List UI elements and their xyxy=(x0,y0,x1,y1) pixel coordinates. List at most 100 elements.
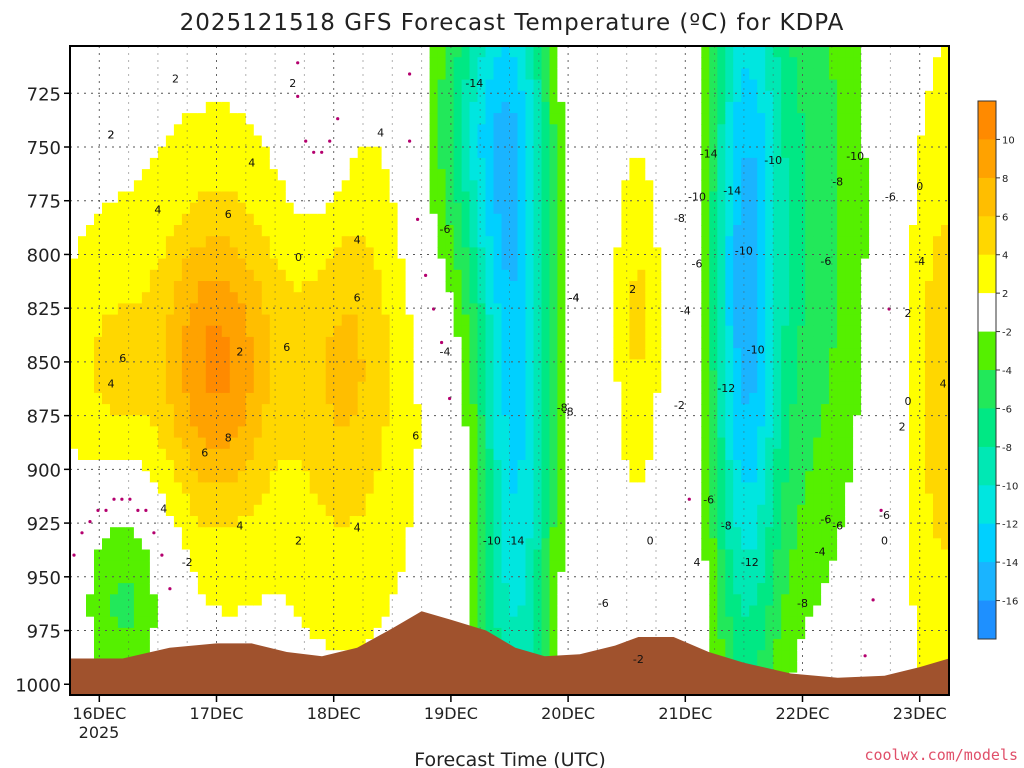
temp-cell xyxy=(581,191,590,204)
temp-cell xyxy=(157,57,167,69)
temp-cell xyxy=(397,336,407,349)
temp-cell xyxy=(301,493,311,506)
temp-cell xyxy=(133,404,143,416)
temp-cell xyxy=(405,191,415,204)
temp-cell xyxy=(349,213,359,226)
temp-cell xyxy=(317,594,327,607)
temp-cell xyxy=(149,426,159,439)
temp-cell xyxy=(677,336,686,349)
temp-cell xyxy=(221,527,231,539)
temp-cell xyxy=(573,605,582,618)
temp-cell xyxy=(709,247,718,260)
temp-cell xyxy=(685,225,694,237)
temp-cell xyxy=(469,404,479,416)
temp-cell xyxy=(110,292,119,304)
temp-cell xyxy=(501,135,511,148)
temp-cell xyxy=(565,46,574,58)
temp-cell xyxy=(677,516,686,528)
temp-cell xyxy=(309,471,319,483)
temp-cell xyxy=(181,113,191,125)
temp-cell xyxy=(573,57,582,69)
temp-cell xyxy=(309,493,319,506)
temp-cell xyxy=(581,90,590,103)
temp-cell xyxy=(605,146,614,159)
temp-cell xyxy=(173,68,183,81)
temp-cell xyxy=(629,57,638,69)
temp-cell xyxy=(165,57,175,69)
temp-cell xyxy=(701,236,710,248)
temp-cell xyxy=(381,79,391,92)
temp-cell xyxy=(557,269,566,282)
temp-cell xyxy=(501,68,511,81)
temp-cell xyxy=(94,180,103,193)
temp-cell xyxy=(133,281,143,293)
temp-cell xyxy=(221,202,231,215)
temp-cell xyxy=(253,516,263,528)
temp-cell xyxy=(485,348,495,360)
temp-cell xyxy=(149,482,159,495)
temp-cell xyxy=(117,639,127,651)
temp-cell xyxy=(709,101,718,114)
temp-cell xyxy=(461,180,471,193)
temp-cell xyxy=(317,482,327,495)
temp-cell xyxy=(733,627,742,640)
temp-cell xyxy=(653,336,662,349)
temp-cell xyxy=(517,594,527,607)
temp-cell xyxy=(357,79,367,92)
temp-cell xyxy=(325,336,335,349)
temp-cell xyxy=(469,381,479,394)
temp-cell xyxy=(125,404,135,416)
temp-cell xyxy=(749,236,758,248)
temp-cell xyxy=(725,101,734,114)
temp-cell xyxy=(701,79,710,92)
temp-cell xyxy=(205,124,215,137)
temp-cell xyxy=(701,594,710,607)
temp-cell xyxy=(221,292,231,304)
temp-cell xyxy=(381,314,391,327)
temp-cell xyxy=(86,527,95,539)
temp-cell xyxy=(229,292,239,304)
temp-cell xyxy=(461,594,471,607)
temp-cell xyxy=(110,336,119,349)
temp-cell xyxy=(341,370,351,383)
temp-cell xyxy=(405,169,415,181)
temp-cell xyxy=(149,616,159,629)
temp-cell xyxy=(181,169,191,181)
temp-cell xyxy=(365,292,375,304)
temp-cell xyxy=(693,605,702,618)
temp-cell xyxy=(493,426,503,439)
temp-cell xyxy=(573,516,582,528)
temp-cell xyxy=(605,392,614,405)
temp-cell xyxy=(629,549,638,562)
temp-cell xyxy=(469,236,479,248)
temp-cell xyxy=(325,594,335,607)
temp-cell xyxy=(117,460,127,472)
temp-cell xyxy=(509,460,519,472)
temp-cell xyxy=(70,482,79,495)
temp-cell xyxy=(381,225,391,237)
temp-cell xyxy=(181,516,191,528)
temp-cell xyxy=(245,281,255,293)
temp-cell xyxy=(317,627,327,640)
temp-cell xyxy=(421,605,431,618)
temp-cell xyxy=(725,180,734,193)
temp-cell xyxy=(453,392,463,405)
temp-cell xyxy=(94,460,103,472)
temp-cell xyxy=(293,471,303,483)
temp-cell xyxy=(277,325,287,338)
temp-cell xyxy=(749,314,758,327)
temp-cell xyxy=(357,381,367,394)
temp-cell xyxy=(653,157,662,170)
temp-cell xyxy=(509,571,519,584)
temp-cell xyxy=(533,269,543,282)
temp-cell xyxy=(70,213,79,226)
temp-cell xyxy=(541,639,551,651)
temp-cell xyxy=(373,348,383,360)
temp-cell xyxy=(149,571,159,584)
temp-cell xyxy=(573,583,582,595)
temp-cell xyxy=(597,549,606,562)
temp-cell xyxy=(501,594,511,607)
temp-cell xyxy=(653,616,662,629)
temp-cell xyxy=(149,135,159,148)
temp-cell xyxy=(573,135,582,148)
